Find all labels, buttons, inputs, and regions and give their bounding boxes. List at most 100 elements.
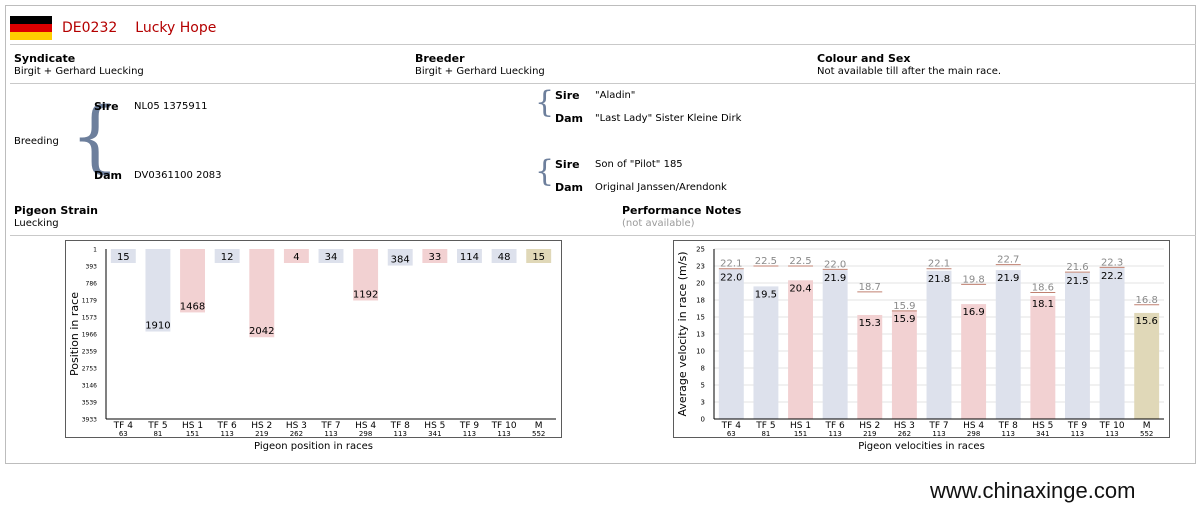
y-tick-label: 3539 [82, 400, 97, 407]
sire-value: NL05 1375911 [134, 101, 208, 112]
x-tick-label: HS 4 [963, 421, 984, 431]
y-tick-label: 786 [86, 281, 98, 288]
x-tick-label: HS 1 [790, 421, 811, 431]
dam-value: DV0361100 2083 [134, 170, 222, 181]
x-tick-label: TF 5 [147, 421, 167, 431]
reference-label: 22.3 [1101, 257, 1123, 268]
reference-label: 19.8 [962, 274, 984, 285]
ring-number: DE0232 [62, 20, 118, 36]
y-tick-label: 0 [701, 416, 705, 424]
bar [283, 249, 309, 263]
sire-dam-label: Dam [555, 112, 584, 125]
bar [422, 249, 448, 263]
x-tick-label: TF 7 [928, 421, 948, 431]
y-tick-label: 2359 [82, 349, 97, 356]
y-tick-label: 10 [696, 348, 705, 356]
x-tick-label: TF 8 [390, 421, 411, 431]
reference-label: 22.0 [824, 259, 846, 270]
y-tick-label: 1 [93, 247, 97, 254]
brace-icon: { [535, 154, 555, 189]
y-tick-label: 1179 [82, 298, 97, 305]
x-tick-label: TF 8 [998, 421, 1019, 431]
data-label: 4 [293, 252, 299, 263]
data-label: 15.9 [893, 314, 915, 325]
x-tick-label: TF 9 [1067, 421, 1088, 431]
data-label: 21.5 [1066, 276, 1088, 287]
breeder-label: Breeder [415, 52, 465, 65]
x-sub-label: 81 [153, 430, 162, 437]
performance-notes-value: (not available) [622, 218, 695, 229]
data-label: 48 [498, 252, 511, 263]
dam-dam-label: Dam [555, 181, 584, 194]
bar [526, 249, 552, 263]
data-label: 384 [391, 255, 410, 266]
data-label: 22.0 [720, 272, 742, 283]
syndicate-value: Birgit + Gerhard Luecking [14, 66, 144, 77]
velocity-chart-xlabel: Pigeon velocities in races [858, 441, 985, 452]
brace-icon: { [70, 92, 120, 182]
x-sub-label: 113 [1071, 430, 1084, 437]
velocity-chart-svg: 0 3 5 8 10 13 15 18 20 23 25 Average velocity in ra… [676, 246, 1164, 438]
bar [387, 249, 413, 266]
position-chart-xlabel: Pigeon position in races [254, 441, 373, 452]
data-label: 12 [221, 252, 234, 263]
bar [788, 280, 813, 419]
x-sub-label: 151 [794, 430, 807, 437]
x-sub-label: 113 [497, 430, 510, 437]
bar [961, 304, 987, 419]
bar [891, 310, 917, 419]
bar [1099, 268, 1125, 419]
germany-flag-icon [10, 16, 52, 40]
x-sub-label: 113 [394, 430, 407, 437]
bar [457, 249, 482, 263]
x-sub-label: 341 [1036, 430, 1049, 437]
flag-stripe [10, 16, 52, 24]
bar [249, 249, 275, 338]
x-tick-label: TF 10 [1099, 421, 1125, 431]
x-tick-label: HS 2 [251, 421, 272, 431]
data-label: 2042 [249, 326, 274, 337]
flag-stripe [10, 24, 52, 32]
reference-label: 22.5 [789, 256, 811, 267]
y-tick-label: 1966 [82, 332, 97, 339]
bar [1030, 295, 1056, 419]
y-axis-label: Position in race [68, 292, 81, 376]
data-label: 21.8 [928, 274, 950, 285]
x-tick-label: M [535, 421, 543, 431]
dam-sire-label: Sire [555, 158, 580, 171]
x-sub-label: 151 [186, 430, 199, 437]
reference-label: 22.7 [997, 255, 1019, 266]
data-label: 33 [428, 252, 441, 263]
y-tick-label: 20 [696, 280, 705, 288]
y-tick-label: 23 [696, 263, 705, 271]
x-tick-label: HS 2 [859, 421, 880, 431]
y-tick-label: 25 [696, 246, 705, 254]
x-sub-label: 552 [532, 430, 545, 437]
bar [180, 249, 205, 313]
data-label: 16.9 [962, 307, 984, 318]
data-label: 21.9 [997, 273, 1019, 284]
y-tick-label: 2753 [82, 366, 97, 373]
data-label: 15.3 [859, 318, 881, 329]
y-tick-label: 15 [696, 314, 705, 322]
x-tick-label: HS 4 [355, 421, 376, 431]
reference-label: 22.1 [928, 259, 950, 270]
sire-sire-label: Sire [555, 89, 580, 102]
reference-label: 22.1 [720, 259, 742, 270]
colour-sex-value: Not available till after the main race. [817, 66, 1002, 77]
pigeon-name: Lucky Hope [135, 20, 217, 36]
y-axis-label: Average velocity in race (m/s) [676, 252, 689, 417]
x-sub-label: 113 [828, 430, 841, 437]
bar [718, 269, 744, 419]
divider [10, 83, 1196, 84]
reference-label: 18.7 [859, 282, 881, 293]
x-sub-label: 81 [761, 430, 770, 437]
pigeon-strain-value: Luecking [14, 218, 59, 229]
x-tick-label: HS 5 [1032, 421, 1053, 431]
data-label: 20.4 [789, 283, 811, 294]
bar [753, 286, 779, 419]
x-sub-label: 298 [967, 430, 980, 437]
x-sub-label: 219 [863, 430, 876, 437]
x-tick-label: TF 10 [491, 421, 517, 431]
x-sub-label: 262 [290, 430, 303, 437]
